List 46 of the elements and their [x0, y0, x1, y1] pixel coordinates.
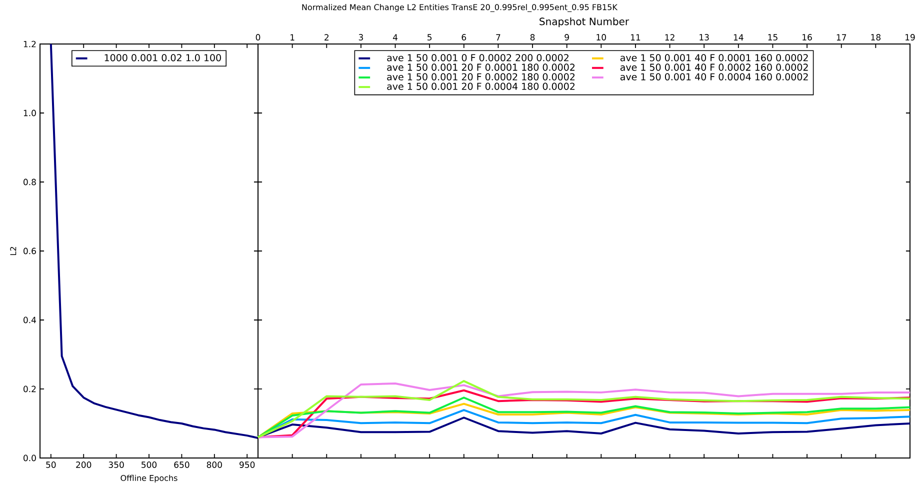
x-tick-label: 11	[631, 34, 640, 40]
x-tick-label: 3	[358, 34, 363, 40]
x-axis-title: Offline Epochs	[120, 474, 178, 483]
y-tick-label: 0.8	[24, 178, 36, 186]
x-tick-label: 6	[462, 34, 466, 40]
x-tick-label: 9	[564, 34, 569, 40]
y-tick-label: 0.2	[24, 386, 36, 392]
x-tick-label: 650	[174, 462, 190, 468]
legend-label: 1000 0.001 0.02 1.0 100	[104, 54, 221, 62]
x-axis-title: Snapshot Number	[540, 17, 630, 28]
x-tick-label: 950	[240, 462, 255, 468]
x-tick-label: 18	[871, 34, 881, 40]
x-tick-label: 800	[206, 462, 222, 468]
x-tick-label: 500	[142, 462, 157, 468]
y-tick-label: 1.0	[24, 110, 36, 116]
x-tick-label: 7	[496, 34, 500, 40]
x-tick-label: 17	[836, 34, 846, 40]
y-tick-label: 0.4	[24, 316, 36, 324]
x-tick-label: 1	[290, 34, 294, 40]
y-tick-label: 1.2	[24, 40, 36, 48]
y-axis-title: L2	[10, 247, 16, 255]
x-tick-label: 14	[734, 34, 744, 40]
legend-label: ave 1 50 0.001 20 F 0.0001 180 0.0002	[387, 64, 575, 71]
x-tick-label: 15	[768, 34, 778, 40]
y-tick-label: 0.0	[24, 454, 36, 462]
x-tick-label: 200	[76, 462, 92, 468]
x-tick-label: 13	[700, 34, 709, 40]
legend-label: ave 1 50 0.001 20 F 0.0002 180 0.0002	[387, 73, 575, 80]
legend-label: ave 1 50 0.001 0 F 0.0002 200 0.0002	[387, 54, 568, 62]
x-tick-label: 4	[392, 34, 398, 40]
x-tick-label: 16	[802, 34, 812, 40]
x-tick-label: 350	[108, 462, 124, 468]
x-tick-label: 2	[324, 34, 328, 40]
legend-label: ave 1 50 0.001 40 F 0.0001 160 0.0002	[620, 54, 808, 62]
legend-label: ave 1 50 0.001 40 F 0.0002 160 0.0002	[620, 64, 808, 71]
chart-title: Normalized Mean Change L2 Entities TransE 20_0.995rel_0.995ent_0.95 FB15K	[302, 4, 618, 12]
x-tick-label: 5	[428, 34, 432, 40]
x-tick-label: 50	[46, 462, 56, 468]
legend-label: ave 1 50 0.001 40 F 0.0004 160 0.0002	[620, 73, 808, 80]
x-tick-label: 10	[596, 34, 606, 40]
x-tick-label: 12	[665, 34, 674, 40]
x-tick-label: 19	[906, 34, 915, 40]
x-tick-label: 0	[256, 34, 260, 40]
legend-label: ave 1 50 0.001 20 F 0.0004 180 0.0002	[387, 82, 575, 90]
x-tick-label: 8	[530, 34, 535, 40]
y-tick-label: 0.6	[24, 248, 36, 254]
